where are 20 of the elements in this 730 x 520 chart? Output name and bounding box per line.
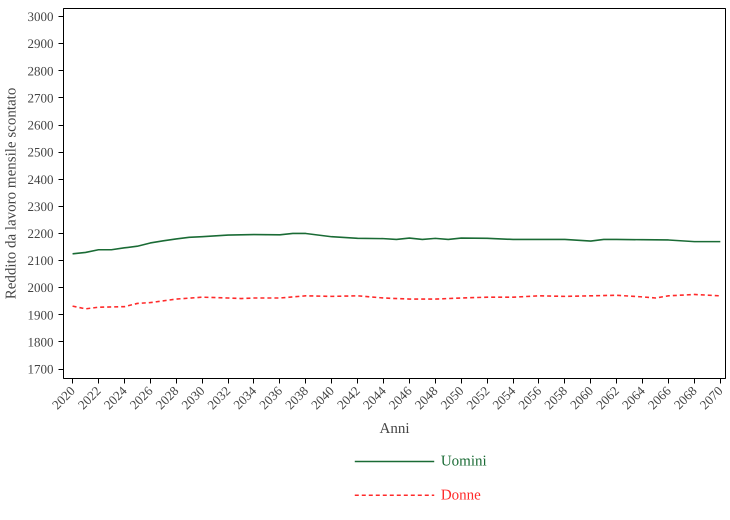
y-tick-label: 2900 <box>28 36 54 52</box>
y-tick-label: 1700 <box>28 362 54 377</box>
y-tick-label: 2300 <box>28 198 54 214</box>
text: Donne <box>440 487 482 504</box>
y-tick-label: 2200 <box>28 226 54 241</box>
y-tick-label: 2600 <box>28 118 54 133</box>
x-axis-title: Anni <box>380 421 410 438</box>
y-tick-label: 2100 <box>28 253 54 268</box>
text: Uomini <box>440 454 487 470</box>
y-tick-label: 2700 <box>28 90 54 106</box>
line-series <box>72 294 722 310</box>
y-tick-label: 1900 <box>28 307 54 322</box>
y-tick-label: 3000 <box>28 9 54 24</box>
y-tick-label: 2000 <box>28 280 54 296</box>
y-tick-label: 2400 <box>28 172 54 187</box>
y-tick-label: 1800 <box>28 334 54 350</box>
y-tick-label: 2800 <box>28 63 54 78</box>
y-axis-title: Reddito da lavoro mensile scontato <box>4 88 20 300</box>
line-series <box>72 232 722 255</box>
y-tick-label: 2500 <box>28 144 54 160</box>
